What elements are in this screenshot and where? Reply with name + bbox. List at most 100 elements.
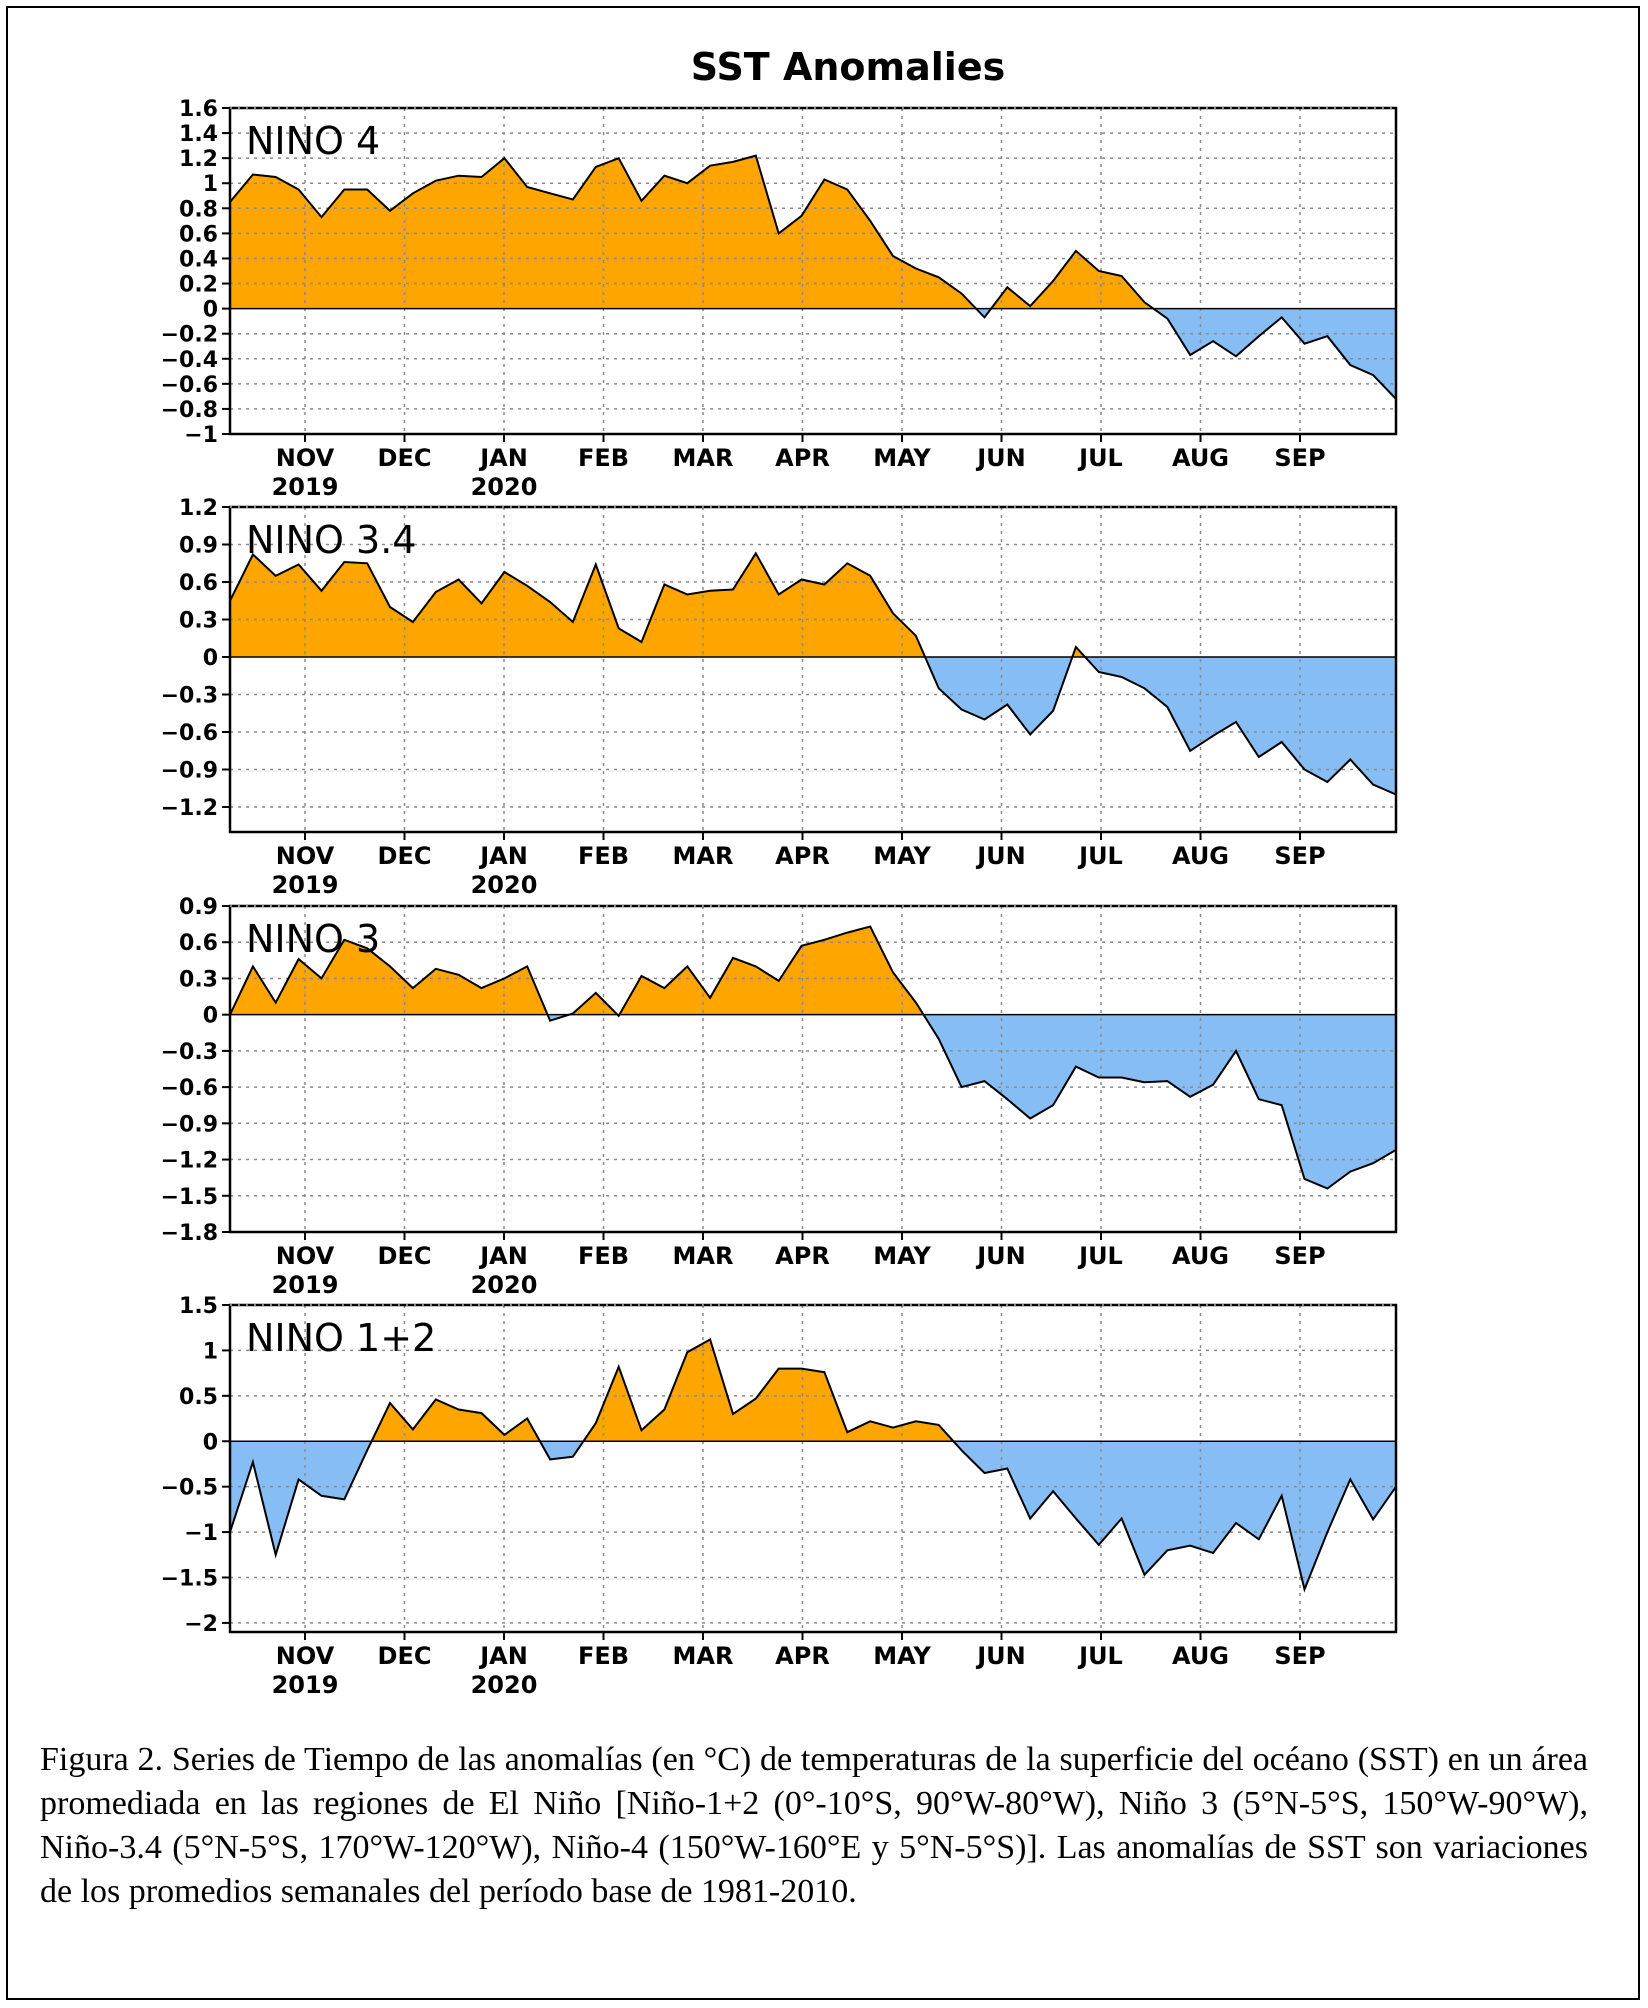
plot-frame (228, 1303, 1398, 1634)
positive-anomaly-area (230, 1339, 1396, 1442)
y-tick-label: 0 (203, 298, 218, 323)
x-tick-label: JUL (1077, 1242, 1123, 1270)
y-tick-label: −0.3 (161, 684, 218, 709)
y-tick-label: 1.2 (179, 496, 218, 521)
x-tick-label: SEP (1274, 1242, 1325, 1270)
x-tick-label: JAN (478, 1242, 528, 1270)
x-tick-label: JUN (975, 444, 1026, 472)
figure-caption: Figura 2. Series de Tiempo de las anomal… (40, 1741, 1588, 1910)
panel-3: 0.9 0.6 0.3 0 −0.3 −0.6 −0.9 −1.2 −1.5 −1.8 NOV201… (161, 895, 1398, 1299)
positive-anomaly-area (230, 926, 924, 1015)
x-tick-label: MAR (673, 444, 734, 472)
positive-anomaly-area (230, 553, 1396, 657)
y-tick-label: 0 (203, 646, 218, 671)
y-tick-label: −0.6 (161, 721, 218, 746)
y-tick-label: 0 (203, 1430, 218, 1455)
y-tick-label: −0.6 (161, 373, 218, 398)
x-tick-label: DEC (378, 1242, 432, 1270)
x-tick-label: APR (775, 1242, 830, 1270)
x-tick-year: 2020 (471, 1271, 538, 1299)
y-tick-label: 1.6 (179, 97, 218, 122)
y-tick-label: −1 (184, 423, 218, 448)
y-tick-label: −1.2 (161, 1149, 218, 1174)
x-tick-year: 2020 (471, 473, 538, 501)
x-tick-label: NOV (276, 1242, 335, 1270)
x-tick-label: NOV (276, 1642, 335, 1670)
x-tick-label: NOV (276, 842, 335, 870)
y-tick-label: 0.8 (179, 197, 218, 222)
y-tick-label: 0.9 (179, 534, 218, 559)
y-tick-label: −0.3 (161, 1040, 218, 1065)
y-tick-label: 0 (203, 1004, 218, 1029)
x-tick-label: FEB (578, 1642, 629, 1670)
x-tick-label: FEB (578, 444, 629, 472)
y-tick-label: 0.6 (179, 571, 218, 596)
x-tick-year: 2020 (471, 1671, 538, 1699)
y-tick-label: 0.3 (179, 967, 218, 992)
region-label: NINO 3.4 (246, 518, 416, 562)
negative-anomaly-area (230, 308, 1396, 399)
x-tick-label: DEC (378, 1642, 432, 1670)
negative-anomaly-area (230, 657, 1396, 795)
y-tick-label: −0.4 (161, 348, 218, 373)
y-tick-label: 1 (203, 1339, 218, 1364)
panel-1: 1.61.41.210.80.60.40.20−0.2−0.4−0.6−0.8−… (161, 97, 1398, 501)
y-tick-label: −0.2 (161, 323, 218, 348)
positive-anomaly-area (230, 155, 1396, 309)
x-tick-label: JUN (975, 1642, 1026, 1670)
x-tick-label: AUG (1172, 444, 1229, 472)
x-tick-label: JUN (975, 1242, 1026, 1270)
y-tick-label: −0.5 (161, 1476, 218, 1501)
y-tick-label: 0.3 (179, 609, 218, 634)
x-tick-label: AUG (1172, 1242, 1229, 1270)
x-tick-label: FEB (578, 1242, 629, 1270)
x-tick-label: APR (775, 842, 830, 870)
anomaly-series-line (229, 154, 1397, 400)
plot-frame (228, 106, 1398, 436)
y-tick-label: 0.6 (179, 931, 218, 956)
x-tick-label: AUG (1172, 1642, 1229, 1670)
x-tick-label: FEB (578, 842, 629, 870)
y-tick-label: 0.6 (179, 222, 218, 247)
x-tick-label: JUN (975, 842, 1026, 870)
x-tick-year: 2020 (471, 871, 538, 899)
y-tick-label: 1.4 (179, 122, 218, 147)
x-tick-year: 2019 (272, 1271, 339, 1299)
x-tick-label: JAN (478, 1642, 528, 1670)
y-tick-label: −0.9 (161, 759, 218, 784)
x-tick-label: APR (775, 444, 830, 472)
y-tick-label: −2 (184, 1612, 218, 1637)
y-tick-label: −1.5 (161, 1567, 218, 1592)
x-tick-label: MAY (873, 444, 931, 472)
y-tick-label: 0.2 (179, 273, 218, 298)
region-label: NINO 4 (246, 119, 380, 163)
x-tick-label: MAR (673, 1642, 734, 1670)
x-tick-label: JUL (1077, 444, 1123, 472)
y-tick-label: 1.5 (179, 1294, 218, 1319)
x-tick-label: DEC (378, 842, 432, 870)
x-tick-label: SEP (1274, 1642, 1325, 1670)
anomaly-series-line (229, 551, 1397, 796)
y-tick-label: −1.5 (161, 1185, 218, 1210)
x-tick-label: DEC (378, 444, 432, 472)
y-tick-label: −0.9 (161, 1112, 218, 1137)
plot-frame (228, 904, 1398, 1234)
y-tick-label: −0.8 (161, 398, 218, 423)
x-tick-label: NOV (276, 444, 335, 472)
figure-title: SST Anomalies (691, 45, 1005, 89)
figure-frame (6, 6, 1640, 2000)
x-tick-label: MAY (873, 842, 931, 870)
negative-anomaly-area (230, 1441, 1396, 1590)
y-tick-label: −0.6 (161, 1076, 218, 1101)
y-tick-label: −1.8 (161, 1221, 218, 1246)
anomaly-series-line (229, 1338, 1397, 1593)
x-tick-label: APR (775, 1642, 830, 1670)
y-tick-label: 1 (203, 172, 218, 197)
x-tick-label: JUL (1077, 1642, 1123, 1670)
x-tick-label: JUL (1077, 842, 1123, 870)
sst-anomalies-chart-group: SST Anomalies 1.61.41.210.80.60.40.20−0.… (161, 45, 1398, 1699)
x-tick-label: AUG (1172, 842, 1229, 870)
anomaly-series-line (229, 925, 1397, 1190)
